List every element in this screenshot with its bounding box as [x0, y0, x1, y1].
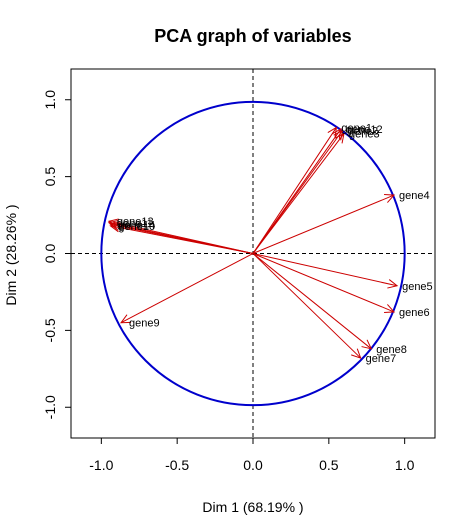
x-tick-label: 1.0 — [395, 457, 415, 473]
arrow-gene5 — [252, 253, 399, 289]
arrow-gene4 — [252, 194, 396, 254]
variable-label: gene3 — [349, 129, 380, 141]
arrow-head — [384, 194, 396, 203]
variable-label: gene9 — [129, 318, 160, 330]
variable-label: gene13 — [117, 216, 154, 228]
arrow-shaft — [252, 253, 362, 359]
arrow-gene6 — [252, 253, 396, 313]
x-tick-label: 0.5 — [319, 457, 339, 473]
variable-label: gene6 — [399, 307, 430, 319]
y-tick-label: 1.0 — [42, 90, 58, 110]
variable-label: gene14 — [118, 219, 155, 231]
variable-label: gene8 — [376, 344, 407, 356]
arrow-shaft — [252, 253, 395, 313]
x-axis: -1.0 -0.5 0.0 0.5 1.0 — [89, 437, 415, 473]
variable-label: gene7 — [366, 353, 397, 365]
y-tick-label: -1.0 — [42, 395, 58, 419]
arrow-gene9 — [120, 253, 254, 324]
variable-label: gene4 — [399, 190, 430, 202]
variable-label: gene2 — [347, 126, 378, 138]
arrow-head — [109, 221, 121, 231]
arrow-shaft — [252, 127, 337, 254]
arrow-shaft — [120, 253, 254, 324]
arrow-head — [387, 279, 399, 289]
y-tick-label: 0.5 — [42, 167, 58, 187]
variable-label: gene12 — [346, 124, 383, 136]
variable-label: gene5 — [402, 281, 433, 293]
arrow-shaft — [252, 253, 372, 350]
y-tick-label: 0.0 — [42, 244, 58, 264]
arrow-shaft — [110, 223, 254, 254]
y-axis-label: Dim 2 (28.26% ) — [3, 204, 19, 305]
arrow-shaft — [252, 128, 342, 254]
arrow-gene7 — [252, 253, 362, 359]
x-tick-label: 0.0 — [243, 457, 263, 473]
variable-arrows — [107, 126, 399, 359]
correlation-circle — [100, 100, 406, 407]
x-tick-label: -0.5 — [165, 457, 189, 473]
arrow-head — [334, 132, 345, 144]
arrow-shaft — [252, 133, 345, 254]
arrow-shaft — [252, 253, 398, 287]
arrow-gene3 — [252, 132, 345, 254]
arrow-head — [120, 314, 132, 324]
arrow-gene1 — [252, 126, 338, 254]
variable-label: gene1 — [341, 122, 372, 134]
arrow-head — [361, 339, 373, 350]
variable-label: gene10 — [118, 221, 155, 233]
chart-title: PCA graph of variables — [154, 26, 351, 46]
y-tick-label: -0.5 — [42, 318, 58, 342]
arrow-gene14 — [109, 221, 254, 254]
arrow-head — [384, 304, 396, 313]
y-axis: -1.0 -0.5 0.0 0.5 1.0 — [42, 90, 72, 419]
arrow-head — [351, 348, 362, 359]
arrow-gene8 — [252, 253, 373, 350]
x-axis-label: Dim 1 (68.19% ) — [202, 499, 303, 515]
arrow-head — [331, 128, 342, 139]
variable-label: gene11 — [117, 218, 153, 230]
x-tick-label: -1.0 — [89, 457, 113, 473]
arrow-gene12 — [252, 128, 342, 254]
arrow-shaft — [252, 194, 395, 254]
